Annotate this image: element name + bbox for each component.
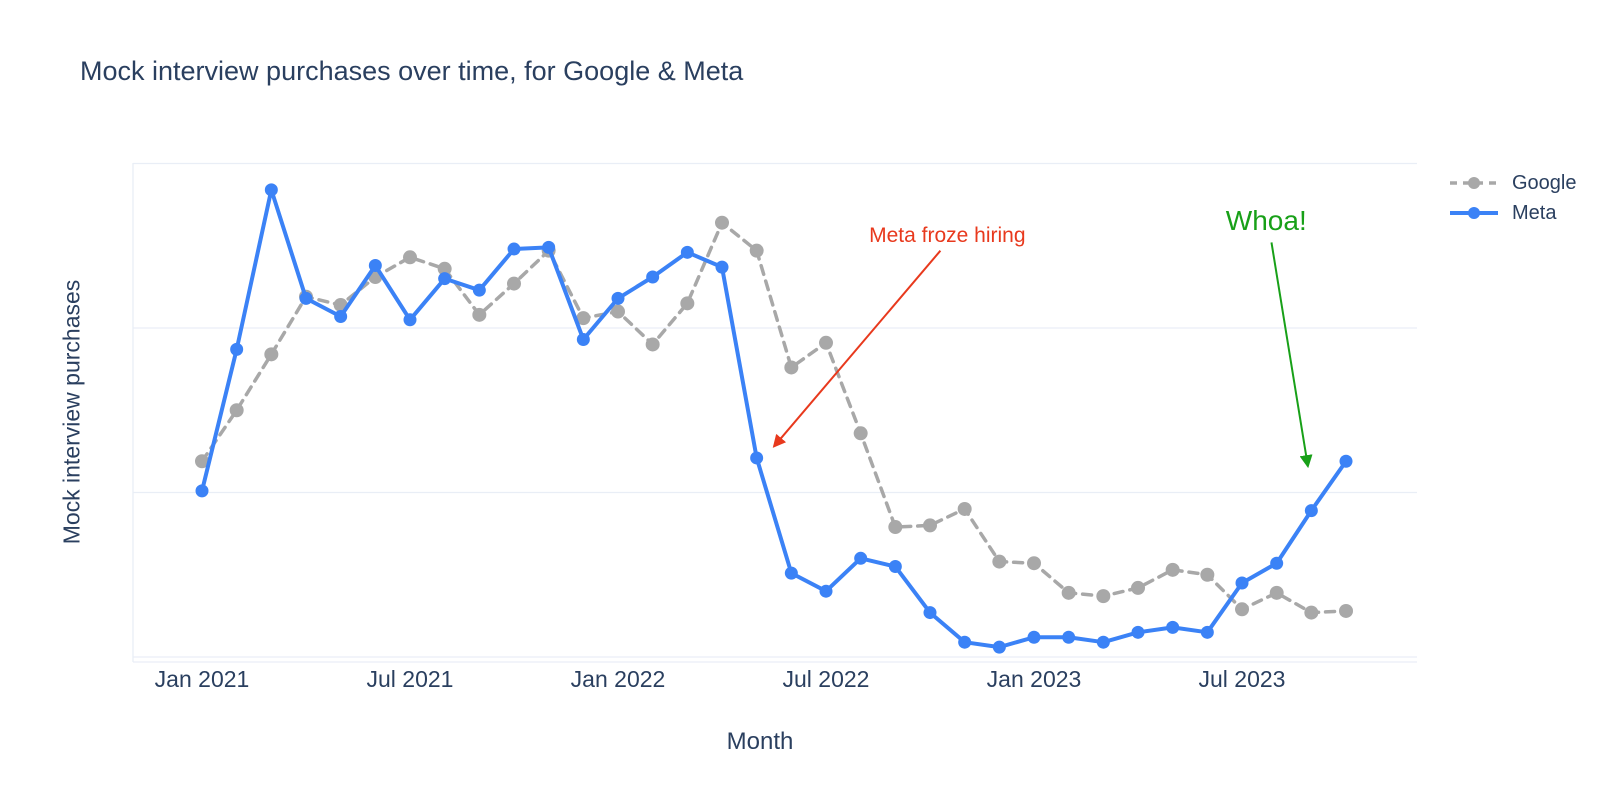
data-point-google-mar-2023[interactable] (1096, 589, 1111, 604)
data-point-google-jan-2022[interactable] (611, 304, 626, 319)
data-point-meta-may-2021[interactable] (334, 309, 348, 323)
data-point-meta-jul-2023[interactable] (1235, 576, 1249, 590)
data-point-google-feb-2022[interactable] (645, 337, 660, 352)
data-point-meta-oct-2022[interactable] (923, 606, 937, 620)
data-point-google-jun-2023[interactable] (1200, 567, 1215, 582)
data-point-meta-jun-2022[interactable] (784, 566, 798, 580)
data-point-meta-apr-2023[interactable] (1131, 625, 1145, 639)
data-point-google-oct-2021[interactable] (507, 276, 522, 291)
data-point-meta-nov-2021[interactable] (542, 240, 556, 254)
data-point-google-jan-2023[interactable] (1027, 556, 1042, 571)
data-point-google-apr-2022[interactable] (715, 215, 730, 230)
legend-label-google: Google (1512, 171, 1577, 194)
y-axis-label: Mock interview purchases (58, 279, 85, 545)
data-point-meta-jan-2022[interactable] (611, 291, 625, 305)
legend: Google Meta (1448, 168, 1577, 228)
data-point-google-may-2023[interactable] (1165, 562, 1180, 577)
data-point-google-dec-2021[interactable] (576, 311, 591, 326)
x-tick-jan-2022: Jan 2022 (570, 666, 666, 692)
legend-label-meta: Meta (1512, 201, 1557, 224)
data-point-google-sep-2022[interactable] (888, 520, 903, 535)
data-point-google-nov-2022[interactable] (957, 501, 972, 516)
x-tick-jul-2022: Jul 2022 (782, 666, 870, 692)
data-point-meta-aug-2021[interactable] (438, 272, 452, 286)
data-point-meta-aug-2022[interactable] (854, 551, 868, 565)
data-point-google-oct-2023[interactable] (1339, 603, 1354, 618)
data-point-meta-feb-2023[interactable] (1062, 630, 1076, 644)
data-point-google-mar-2021[interactable] (264, 347, 279, 362)
data-point-meta-dec-2022[interactable] (992, 640, 1006, 654)
chart-title: Mock interview purchases over time, for … (80, 56, 744, 86)
data-point-google-oct-2022[interactable] (923, 518, 938, 533)
data-point-google-mar-2022[interactable] (680, 296, 695, 311)
data-point-meta-jan-2021[interactable] (195, 484, 209, 498)
data-point-meta-oct-2023[interactable] (1339, 454, 1353, 468)
data-point-meta-feb-2022[interactable] (646, 270, 660, 284)
data-point-google-aug-2021[interactable] (437, 261, 452, 276)
data-point-google-may-2022[interactable] (749, 243, 764, 258)
data-point-meta-dec-2021[interactable] (576, 333, 590, 347)
data-point-meta-jul-2021[interactable] (403, 313, 417, 327)
annotation-arrow-meta-froze-hiring (772, 250, 942, 448)
legend-item-meta[interactable]: Meta (1448, 198, 1577, 228)
legend-item-google[interactable]: Google (1448, 168, 1577, 198)
data-point-google-aug-2022[interactable] (853, 426, 868, 441)
data-point-google-jun-2022[interactable] (784, 360, 799, 375)
data-point-meta-jan-2023[interactable] (1027, 630, 1041, 644)
data-point-meta-nov-2022[interactable] (958, 635, 972, 649)
data-point-meta-feb-2021[interactable] (230, 342, 244, 356)
data-point-meta-mar-2022[interactable] (680, 245, 694, 259)
x-axis-label: Month (726, 728, 794, 755)
series-line-google (200, 220, 1348, 615)
annotation-arrow-whoa (1270, 242, 1313, 469)
x-tick-jan-2023: Jan 2023 (986, 666, 1082, 692)
data-point-meta-may-2023[interactable] (1166, 620, 1180, 634)
x-tick-jan-2021: Jan 2021 (154, 666, 250, 692)
data-point-google-apr-2023[interactable] (1131, 580, 1146, 595)
data-point-meta-apr-2021[interactable] (299, 291, 313, 305)
data-point-meta-may-2022[interactable] (750, 451, 764, 465)
data-point-meta-sep-2022[interactable] (888, 560, 902, 574)
data-point-meta-oct-2021[interactable] (507, 242, 521, 256)
data-point-google-feb-2021[interactable] (229, 403, 244, 418)
data-point-google-sep-2021[interactable] (472, 307, 487, 322)
data-point-meta-sep-2023[interactable] (1304, 504, 1318, 518)
data-point-google-jul-2023[interactable] (1235, 602, 1250, 617)
data-point-meta-apr-2022[interactable] (715, 260, 729, 274)
data-point-meta-mar-2023[interactable] (1096, 635, 1110, 649)
data-point-google-dec-2022[interactable] (992, 554, 1007, 569)
data-point-google-sep-2023[interactable] (1304, 605, 1319, 620)
legend-sample-meta-icon (1450, 207, 1498, 219)
annotation-meta-froze-hiring: Meta froze hiring (869, 223, 1026, 247)
legend-sample-google-icon (1450, 177, 1498, 189)
data-point-meta-jun-2021[interactable] (368, 258, 382, 272)
data-point-google-feb-2023[interactable] (1061, 585, 1076, 600)
data-point-meta-jul-2022[interactable] (819, 584, 833, 598)
data-point-meta-aug-2023[interactable] (1270, 556, 1284, 570)
data-point-meta-sep-2021[interactable] (472, 283, 486, 297)
data-point-google-jan-2021[interactable] (195, 454, 209, 469)
data-point-meta-mar-2021[interactable] (264, 183, 278, 197)
data-point-meta-jun-2023[interactable] (1200, 625, 1214, 639)
x-tick-jul-2021: Jul 2021 (366, 666, 454, 692)
data-point-google-aug-2023[interactable] (1269, 585, 1284, 600)
data-point-google-jul-2021[interactable] (403, 250, 418, 265)
x-tick-jul-2023: Jul 2023 (1198, 666, 1286, 692)
data-point-google-jul-2022[interactable] (819, 335, 834, 350)
series-line-meta (200, 187, 1349, 650)
annotation-whoa: Whoa! (1225, 205, 1307, 237)
